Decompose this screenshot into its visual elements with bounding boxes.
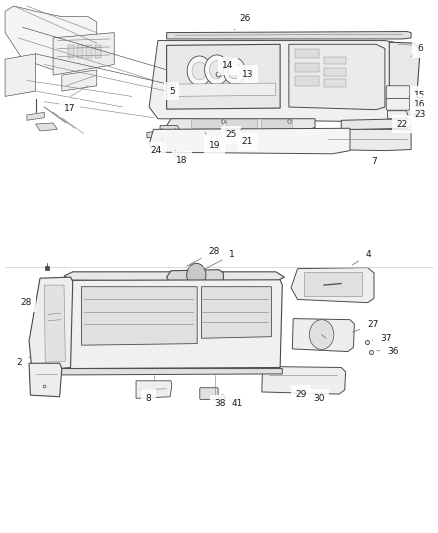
- Polygon shape: [171, 83, 276, 96]
- Text: 28: 28: [20, 298, 32, 314]
- Polygon shape: [5, 54, 35, 96]
- Polygon shape: [5, 6, 97, 70]
- Bar: [324, 68, 346, 76]
- Polygon shape: [29, 364, 62, 397]
- Circle shape: [309, 320, 334, 350]
- FancyBboxPatch shape: [386, 99, 410, 110]
- Polygon shape: [160, 126, 180, 133]
- Text: 8: 8: [145, 394, 151, 403]
- Text: 4: 4: [352, 251, 371, 265]
- Polygon shape: [60, 368, 283, 375]
- Circle shape: [209, 61, 224, 79]
- Text: 15: 15: [409, 91, 426, 100]
- Bar: [86, 45, 92, 58]
- Text: 1: 1: [204, 251, 235, 270]
- Circle shape: [228, 63, 241, 79]
- Text: 16: 16: [409, 100, 426, 109]
- Polygon shape: [166, 270, 223, 286]
- Polygon shape: [262, 367, 346, 394]
- Polygon shape: [166, 44, 280, 109]
- Polygon shape: [291, 268, 374, 303]
- Polygon shape: [81, 287, 197, 345]
- Text: 24: 24: [150, 139, 162, 155]
- Text: 27: 27: [353, 320, 378, 332]
- Text: 22: 22: [397, 119, 408, 128]
- Polygon shape: [166, 31, 411, 39]
- Bar: [95, 45, 101, 58]
- Text: 36: 36: [377, 347, 399, 356]
- Bar: [295, 49, 319, 58]
- Text: 6: 6: [411, 44, 423, 56]
- Text: 41: 41: [230, 399, 243, 408]
- Text: 18: 18: [175, 151, 187, 165]
- Polygon shape: [388, 111, 408, 119]
- Polygon shape: [292, 319, 354, 352]
- Text: 26: 26: [234, 14, 251, 30]
- Polygon shape: [324, 130, 411, 151]
- Text: 29: 29: [295, 390, 307, 399]
- Text: 2: 2: [16, 357, 30, 367]
- Circle shape: [187, 56, 212, 86]
- Text: 25: 25: [226, 122, 237, 139]
- Circle shape: [205, 55, 229, 85]
- Polygon shape: [166, 119, 315, 131]
- Polygon shape: [149, 128, 350, 154]
- Polygon shape: [27, 112, 44, 120]
- Bar: [77, 45, 83, 58]
- Text: 21: 21: [241, 130, 253, 146]
- Text: 28: 28: [187, 247, 219, 266]
- Polygon shape: [62, 70, 97, 91]
- Text: 5: 5: [169, 86, 175, 95]
- FancyBboxPatch shape: [226, 119, 258, 129]
- Bar: [295, 63, 319, 72]
- Circle shape: [192, 62, 207, 80]
- Text: 14: 14: [222, 61, 233, 71]
- Text: 38: 38: [213, 399, 226, 408]
- Bar: [324, 79, 346, 87]
- Text: 17: 17: [64, 103, 75, 112]
- Polygon shape: [149, 41, 394, 122]
- Polygon shape: [53, 33, 114, 75]
- Polygon shape: [57, 280, 283, 368]
- Text: 19: 19: [205, 133, 220, 150]
- Polygon shape: [201, 287, 272, 338]
- Bar: [324, 56, 346, 64]
- Polygon shape: [64, 272, 285, 281]
- Polygon shape: [136, 381, 172, 398]
- FancyBboxPatch shape: [200, 387, 218, 399]
- Polygon shape: [44, 285, 65, 362]
- Text: 13: 13: [242, 70, 253, 78]
- Bar: [295, 76, 319, 86]
- Bar: [68, 45, 74, 58]
- Polygon shape: [304, 272, 362, 296]
- FancyBboxPatch shape: [191, 119, 223, 129]
- Circle shape: [223, 58, 245, 84]
- Text: 30: 30: [313, 394, 324, 403]
- Text: 23: 23: [414, 110, 426, 119]
- Polygon shape: [389, 42, 420, 117]
- Polygon shape: [341, 119, 411, 130]
- Text: 7: 7: [367, 152, 377, 166]
- Circle shape: [187, 263, 206, 287]
- Polygon shape: [35, 123, 57, 131]
- Polygon shape: [29, 277, 73, 370]
- Polygon shape: [289, 44, 385, 110]
- FancyBboxPatch shape: [386, 86, 410, 101]
- FancyBboxPatch shape: [261, 119, 292, 129]
- Text: 37: 37: [372, 334, 392, 343]
- Polygon shape: [147, 131, 161, 138]
